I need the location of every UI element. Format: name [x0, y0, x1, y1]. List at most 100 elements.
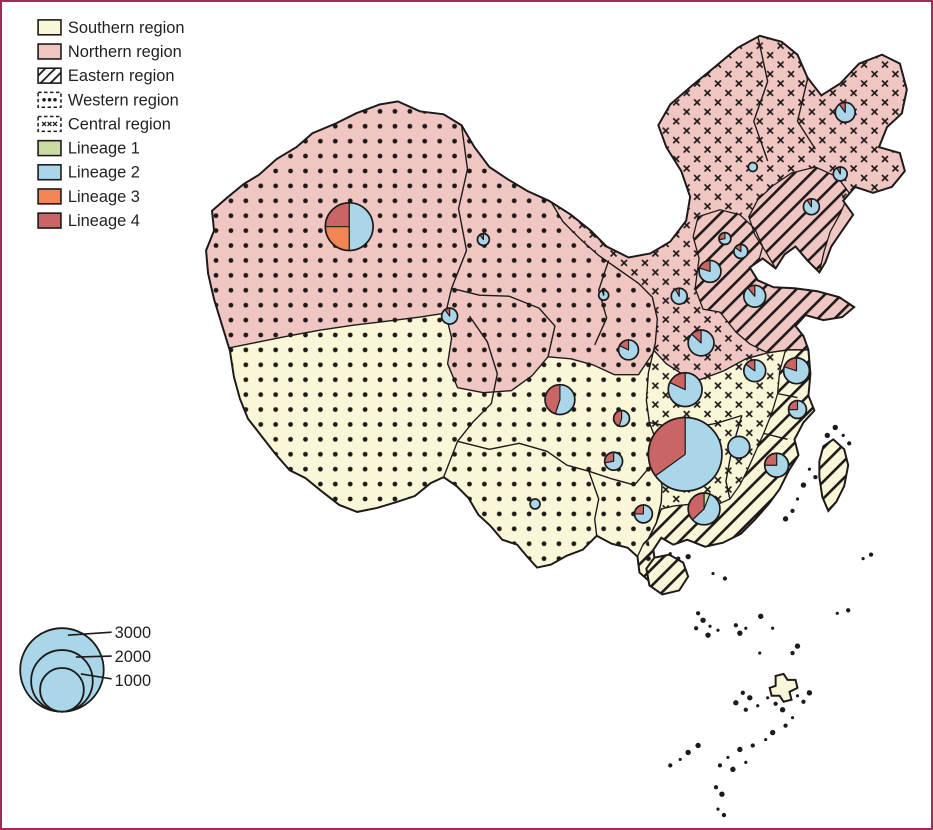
legend-item-southern: Southern region: [37, 19, 185, 37]
size-legend-leader-lines: [67, 631, 112, 680]
island-dot: [832, 424, 838, 431]
legend-item-lineage1: Lineage 1: [37, 140, 140, 158]
legend-item-lineage3: Lineage 3: [37, 188, 140, 206]
legend-label: Northern region: [68, 43, 182, 61]
legend-item-eastern: Eastern region: [37, 67, 175, 85]
island-dot: [716, 807, 720, 811]
island-dot: [717, 763, 723, 768]
pie-outline: [529, 498, 541, 510]
pie-chart: [544, 383, 576, 416]
island-dot: [750, 743, 755, 748]
western-region-pattern: [206, 61, 663, 580]
island-dot: [758, 613, 764, 619]
pie-chart: [670, 287, 689, 306]
legend-label: Western region: [68, 91, 179, 109]
pie-outline: [617, 339, 640, 361]
island-dot: [730, 766, 736, 773]
island-dot: [782, 516, 789, 522]
pie-outline: [782, 356, 811, 385]
pie-charts-layer: [324, 101, 856, 526]
island-dot: [771, 626, 775, 630]
island-dot: [716, 628, 720, 632]
pie-outline: [832, 166, 849, 182]
size-legend-circle: [39, 667, 85, 713]
island-dot: [773, 701, 778, 706]
island-dot: [713, 785, 719, 790]
pie-outline: [718, 231, 732, 246]
pie-outline: [670, 287, 689, 306]
pie-outline: [727, 435, 751, 460]
pie-outline: [667, 371, 703, 408]
pie-chart: [687, 492, 721, 526]
pie-outline: [687, 329, 715, 357]
pie-outline: [476, 232, 491, 247]
size-label-1000: 1000: [115, 672, 151, 690]
island-dot: [790, 650, 795, 656]
island-dot: [824, 432, 830, 439]
island-dot: [790, 716, 795, 720]
island-dot: [743, 707, 748, 712]
pie-chart: [597, 289, 610, 302]
hainan-island: [645, 553, 690, 596]
pie-slice: [727, 436, 750, 459]
pie-outline: [742, 284, 767, 308]
pie-outline: [544, 383, 576, 416]
legend-item-lineage2: Lineage 2: [37, 164, 140, 182]
pie-chart: [633, 504, 654, 524]
island-dot: [813, 474, 818, 480]
pie-chart: [718, 231, 732, 246]
island-dot: [695, 742, 701, 749]
pie-outline: [597, 289, 610, 302]
pie-outline: [324, 201, 374, 252]
size-label-3000: 3000: [115, 624, 151, 642]
island-dot: [764, 737, 768, 742]
pie-chart: [324, 201, 374, 252]
legend-item-central: Central region: [37, 115, 171, 133]
province-borders: [228, 35, 816, 540]
island-dot: [678, 757, 682, 762]
small-islands-dots: [668, 424, 874, 818]
pie-outline: [687, 492, 721, 526]
island-dot: [685, 553, 691, 560]
pie-slice: [748, 162, 758, 172]
pie-chart: [787, 399, 808, 420]
island-dot: [758, 651, 762, 655]
island-dot: [835, 611, 839, 615]
island-dot: [733, 700, 739, 706]
pie-chart: [440, 307, 459, 325]
pie-chart: [733, 243, 749, 260]
taiwan-island: [818, 438, 850, 513]
pie-outline: [802, 197, 821, 216]
island-dot: [800, 482, 807, 488]
pie-chart: [687, 329, 715, 357]
island-dot: [744, 626, 748, 630]
island-dot: [790, 508, 795, 514]
island-dot: [847, 441, 852, 446]
pie-outline: [440, 307, 459, 325]
legend-label: Lineage 2: [68, 164, 140, 182]
legend-swatch-southern: [37, 19, 62, 36]
pie-outline: [787, 399, 808, 420]
island-dot: [726, 755, 730, 760]
pie-chart: [529, 498, 541, 510]
legend-swatch-lineage2: [37, 164, 62, 181]
pie-chart: [647, 416, 723, 492]
island-dot: [861, 557, 865, 561]
legend-item-western: Western region: [37, 91, 179, 109]
legend-label: Lineage 4: [68, 212, 140, 230]
island-dot: [794, 643, 801, 649]
island-dot: [668, 552, 672, 556]
pie-outline: [742, 358, 767, 383]
pie-chart: [667, 371, 703, 408]
pie-outline: [834, 101, 856, 124]
island-dot: [708, 624, 712, 628]
legend-swatch-lineage3: [37, 188, 62, 205]
island-dot: [722, 576, 728, 581]
island-dot: [719, 791, 725, 797]
island-dot: [733, 623, 739, 628]
pie-chart: [742, 358, 767, 383]
pie-chart: [476, 232, 491, 247]
size-legend: 3000 2000 1000: [19, 624, 151, 713]
pie-chart: [832, 166, 849, 182]
island-dot: [801, 699, 806, 704]
